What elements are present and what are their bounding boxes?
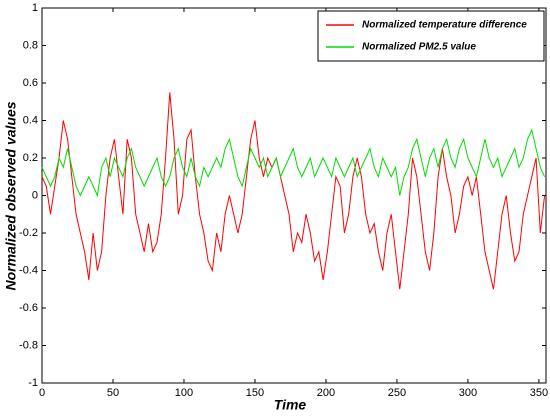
y-tick-label: 0 <box>32 189 38 201</box>
y-tick-label: -0.2 <box>19 227 38 239</box>
y-axis-label: Normalized observed values <box>3 101 19 290</box>
y-tick-label: -0.8 <box>19 339 38 351</box>
x-tick-label: 300 <box>459 387 477 399</box>
y-tick-label: 0.4 <box>23 114 38 126</box>
x-tick-label: 150 <box>246 387 264 399</box>
y-tick-label: -1 <box>28 377 38 389</box>
x-tick-label: 200 <box>317 387 335 399</box>
y-tick-label: -0.6 <box>19 302 38 314</box>
x-tick-label: 250 <box>388 387 406 399</box>
series-line <box>41 128 546 198</box>
x-tick-label: 0 <box>39 387 45 399</box>
y-tick-label: 1 <box>32 2 38 14</box>
y-tick-label: 0.6 <box>23 77 38 89</box>
legend-label: Normalized PM2.5 value <box>362 42 476 53</box>
legend-label: Normalized temperature difference <box>362 20 527 31</box>
y-tick-label: 0.2 <box>23 152 38 164</box>
x-tick-label: 350 <box>530 387 548 399</box>
y-tick-label: 0.8 <box>23 39 38 51</box>
y-tick-label: -0.4 <box>19 264 38 276</box>
x-tick-label: 50 <box>107 387 119 399</box>
x-axis-label: Time <box>274 397 307 413</box>
x-tick-label: 100 <box>175 387 193 399</box>
legend-box <box>317 10 545 62</box>
plot-area <box>41 7 547 384</box>
